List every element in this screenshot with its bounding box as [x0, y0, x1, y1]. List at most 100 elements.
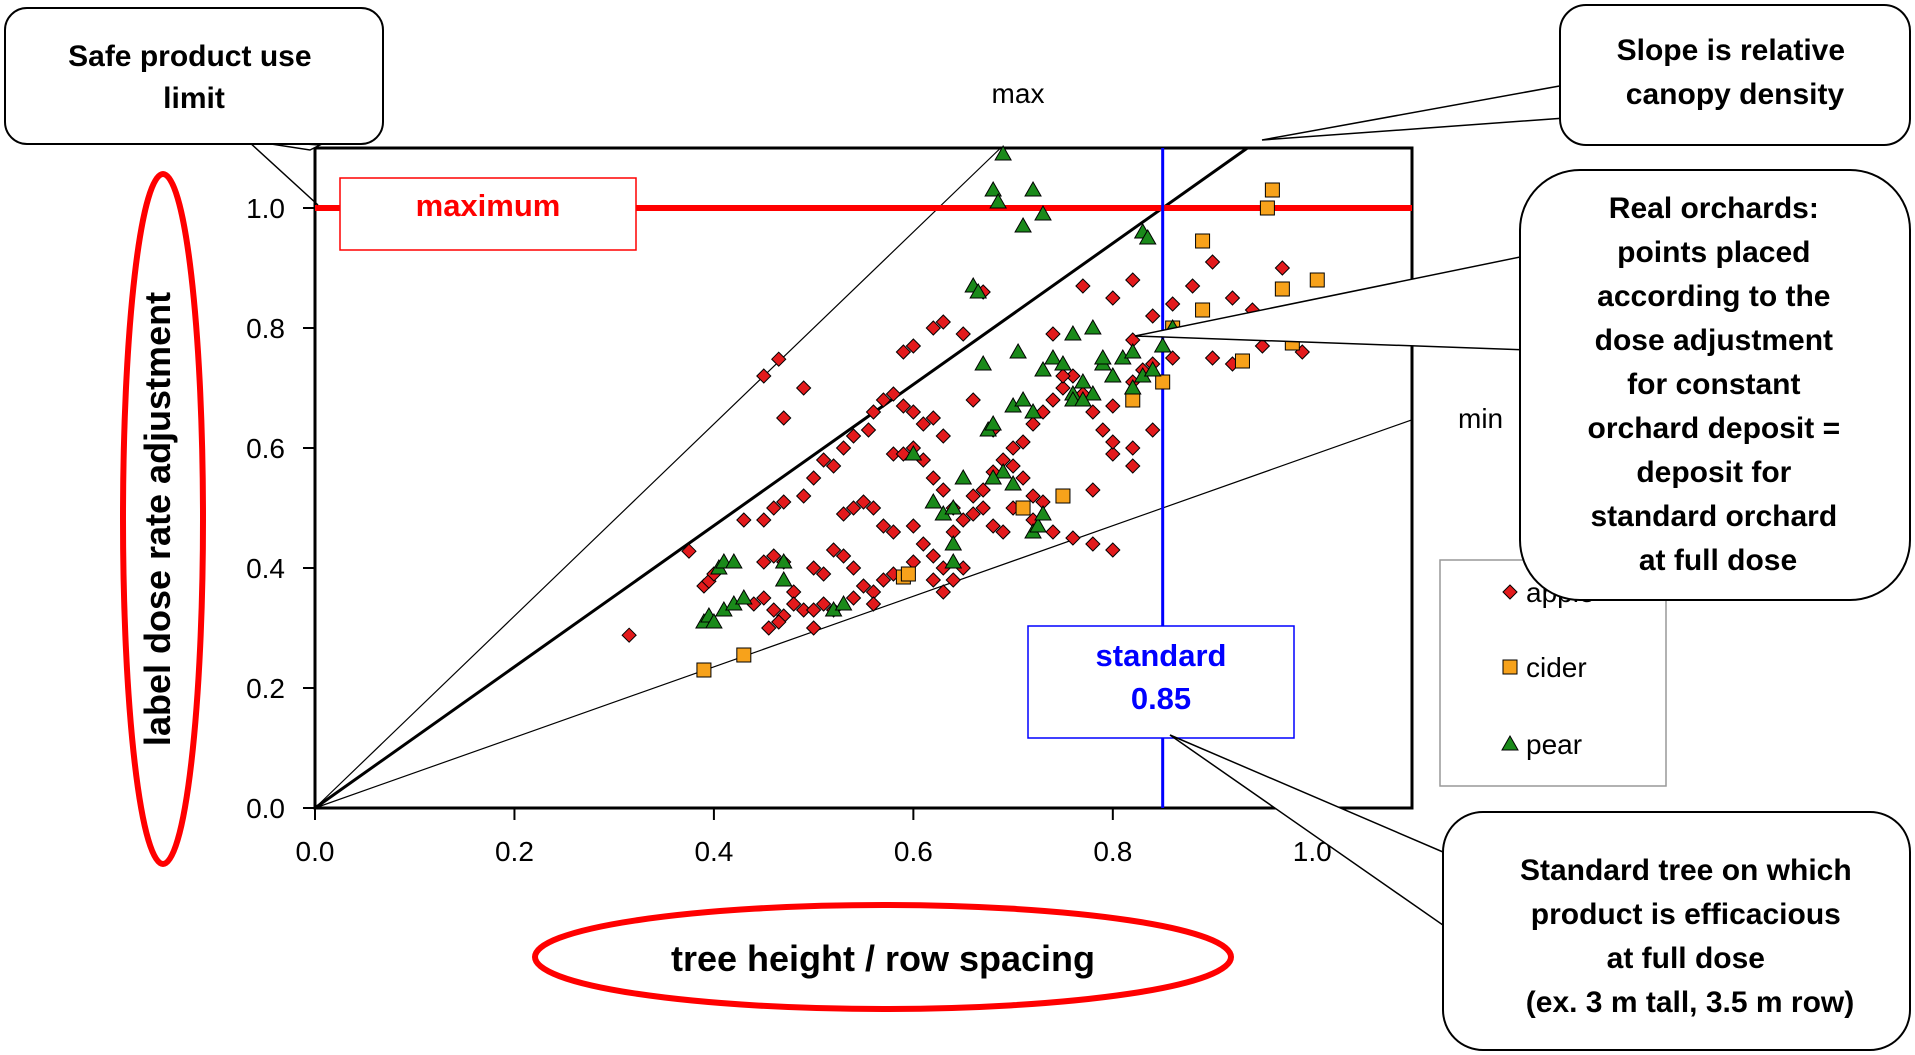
apple-point — [1204, 254, 1221, 270]
y-tick-label: 0.0 — [246, 793, 285, 824]
apple-point — [865, 500, 882, 516]
apple-point — [975, 500, 991, 516]
standard-slope-line — [314, 146, 1249, 810]
max-slope-line — [314, 147, 1002, 809]
pear-point — [994, 462, 1012, 479]
pear-point — [1014, 390, 1032, 407]
callout-safe-line-2: limit — [163, 82, 225, 115]
apple-point — [1105, 434, 1121, 450]
apple-point — [1224, 290, 1241, 306]
apple-point — [1105, 446, 1121, 462]
apple-point — [865, 404, 882, 420]
cider-point — [1195, 302, 1211, 318]
callout-safe-product-limit: Safe product use limit — [4, 7, 384, 206]
pear-point — [734, 588, 753, 605]
apple-point — [905, 338, 922, 354]
data-points — [621, 144, 1325, 678]
legend-apple-marker — [1502, 584, 1518, 600]
pear-point — [724, 552, 743, 569]
pear-point — [994, 144, 1012, 161]
apple-point — [925, 572, 942, 588]
callout-real-line-8: standard orchard — [1590, 500, 1837, 533]
y-tick-label: 0.2 — [246, 673, 285, 704]
apple-point — [1095, 422, 1111, 438]
apple-point — [835, 440, 852, 456]
apple-point — [1105, 398, 1121, 414]
apple-point — [1015, 470, 1031, 486]
apple-point — [995, 524, 1011, 540]
apple-point — [805, 560, 822, 576]
apple-point — [895, 398, 912, 414]
callout-real-line-1: Real orchards: — [1609, 192, 1819, 225]
svg-text:Slope is relative canopy: Slope is relative canopy density — [1617, 34, 1854, 111]
min-slope-line — [314, 419, 1413, 809]
apple-point — [756, 512, 772, 528]
apple-point — [965, 392, 981, 408]
pear-point — [1009, 342, 1027, 359]
apple-point — [1075, 278, 1091, 294]
apple-point — [925, 320, 942, 336]
apple-point — [1164, 296, 1181, 312]
apple-point — [1045, 524, 1061, 540]
cider-point — [1234, 353, 1250, 369]
apple-point — [1045, 392, 1061, 408]
apple-point — [935, 428, 951, 444]
axes: 0.0 0.2 0.4 0.6 0.8 1.00.00.20.40.60.81.0 — [246, 193, 1332, 867]
apple-point — [1105, 542, 1121, 558]
apple-point — [785, 596, 802, 612]
apple-point — [845, 500, 862, 516]
pear-point — [1054, 354, 1072, 371]
pear-point — [1074, 390, 1092, 407]
pear-point — [774, 570, 793, 587]
apple-point — [1025, 416, 1041, 432]
apple-point — [1085, 536, 1101, 552]
pear-point — [944, 534, 963, 551]
apple-point — [860, 422, 877, 438]
apple-point — [975, 482, 991, 498]
apple-point — [845, 560, 862, 576]
cider-point — [1015, 500, 1031, 516]
apple-point — [1005, 440, 1021, 456]
cider-point — [1125, 392, 1141, 408]
apple-point — [895, 344, 912, 360]
legend-cider-marker — [1502, 659, 1518, 675]
y-tick-label: 1.0 — [246, 193, 285, 224]
apple-point — [1125, 272, 1141, 288]
pear-point — [1024, 402, 1042, 419]
pear-point — [944, 552, 963, 569]
standard-value-label: 0.85 — [1131, 681, 1191, 716]
apple-point — [766, 602, 782, 618]
pear-point — [1123, 342, 1142, 359]
max-line-label: max — [992, 78, 1045, 109]
x-tick-label: 0.4 — [694, 836, 733, 867]
apple-point — [621, 627, 637, 643]
apple-point — [1025, 488, 1041, 504]
cider-point — [696, 662, 712, 678]
pear-point — [1143, 360, 1162, 377]
callout-slope: Slope is relative canopy density — [1261, 4, 1911, 146]
apple-point — [845, 428, 862, 444]
apple-point — [965, 506, 981, 522]
apple-point — [905, 404, 922, 420]
apple-point — [855, 578, 872, 594]
apple-point — [815, 566, 832, 582]
pear-point — [984, 180, 1003, 197]
pear-point — [984, 468, 1003, 485]
apple-point — [1055, 380, 1071, 396]
apple-point — [815, 596, 832, 612]
y-axis-highlight-ellipse — [120, 171, 206, 867]
apple-point — [965, 488, 981, 504]
cider-point — [900, 566, 916, 582]
apple-point — [855, 494, 872, 510]
apple-point — [925, 410, 942, 426]
y-tick-label: 0.6 — [246, 433, 285, 464]
apple-point — [885, 386, 902, 402]
legend-pear-label: pear — [1526, 729, 1582, 760]
apple-point — [1015, 434, 1031, 450]
apple-point — [681, 543, 697, 559]
apple-point — [1065, 530, 1081, 546]
apple-point — [925, 470, 942, 486]
apple-point — [875, 392, 892, 408]
callout-slope-line-1: Slope is relative — [1617, 34, 1845, 67]
apple-point — [776, 410, 792, 426]
